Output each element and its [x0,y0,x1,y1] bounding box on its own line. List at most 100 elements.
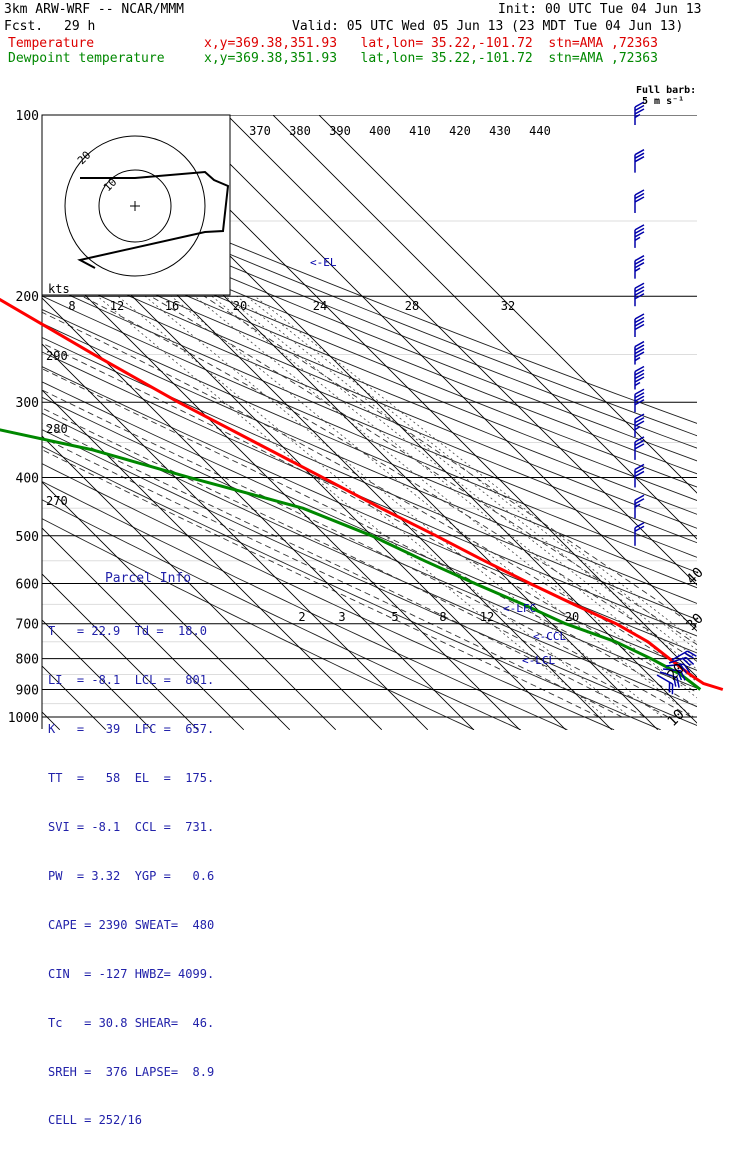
dry-adiabat-line [42,518,475,730]
wind-barb-flag [634,293,645,300]
theta-label: 380 [289,124,311,138]
mixing-ratio-line [170,295,694,718]
level-annotation-lfc: <-LFC [503,602,536,615]
pressure-tick-label: 400 [16,471,39,486]
temperature-profile-line [0,297,724,691]
dry-adiabat-line [42,322,697,604]
dewpoint-profile-line [0,428,702,691]
wind-barb-flag [634,420,645,427]
wind-barb [634,413,645,438]
hodograph-ring [64,135,206,277]
dewpoint-location-info: x,y=369.38,351.93 lat,lon= 35.22,-101.72… [204,51,658,66]
wind-barb-half-flag [634,381,641,387]
level-annotation-ccl: <-CCL [533,630,566,643]
wind-barb-flag [634,494,645,501]
pressure-tick-label: 800 [16,653,39,668]
wind-barb-flag [634,289,645,296]
forecast-hour: 29 h [64,19,96,34]
mixing-ratio-label-low: 2 [298,610,305,624]
wind-barb-flag [634,286,645,293]
wind-barb-flag [634,522,645,529]
wind-barb [634,365,645,390]
wind-barb-flag [634,196,645,203]
mixing-ratio-label-low: 12 [480,610,494,624]
wind-barb-flag [634,416,645,424]
wind-barb-flag [634,149,645,156]
isotherm-line [272,115,697,540]
isotherm-line [318,115,697,494]
wind-barb-flag [676,670,683,681]
isotherm-line [226,115,697,586]
theta-label-left: 280 [46,422,68,436]
hodograph-ring [98,169,172,243]
mixing-ratio-label: 20 [233,299,247,313]
wind-barb-flag [634,399,645,406]
mixing-ratio-label-low: 20 [565,610,579,624]
wind-barb [634,189,645,213]
wind-barb [668,656,695,667]
wind-barb-half-flag [634,503,641,508]
wind-barb-half-flag [634,356,641,362]
mixing-ratio-label-low: 3 [338,610,345,624]
wind-barb [671,650,697,661]
wind-barb-flag [634,192,645,200]
mixing-ratio-line [211,295,697,683]
wind-barb-half-flag [634,267,641,272]
wind-barb [634,255,645,279]
pressure-tick-label: 700 [16,618,39,633]
mixing-ratio-label-low: 5 [391,610,398,624]
pressure-tick-label: 500 [16,530,39,545]
wind-barb-half-flag [634,426,641,431]
wind-barb-flag [634,467,645,474]
dry-adiabat-line [42,309,697,589]
wind-barb [662,668,686,681]
moist-adiabat-line [203,295,697,629]
wind-barb-flag [634,376,645,383]
dry-adiabat-line [42,220,697,488]
barb-legend-value: 5 m s⁻¹ [642,96,684,107]
wind-barb-flag [634,108,645,115]
level-annotation-lcl: <-LCL [522,654,555,667]
wind-barb-flag [682,657,691,667]
wind-barb-flag [634,369,645,376]
wind-barb-flag [680,670,686,681]
wind-barb [656,674,674,695]
theta-label-left: 270 [46,494,68,508]
dry-adiabat-line [42,269,697,544]
mixing-ratio-label: 8 [68,299,75,313]
dry-adiabat-line [42,282,697,558]
wind-barb-flag [634,320,645,327]
parcel-row: SREH = 376 LAPSE= 8.9 [48,1064,215,1079]
dewpoint-legend-label: Dewpoint temperature [8,51,165,66]
init-time: Init: 00 UTC Tue 04 Jun 13 [498,2,702,17]
isotherm-line [42,619,153,730]
parcel-row: K = 39 LFC = 657. [48,722,215,737]
wind-barb-flag [634,104,645,112]
theta-label: 400 [369,124,391,138]
theta-label-left: 290 [46,349,68,363]
pressure-tick-label: 1000 [8,711,39,726]
wind-barb [665,663,691,674]
dry-adiabat-line [42,351,697,637]
wind-barb-flag [634,231,645,238]
dry-adiabat-line [42,174,697,437]
wind-barb [634,494,645,519]
theta-label: 370 [249,124,271,138]
wind-barb-flag [634,392,645,399]
wind-barb [634,340,645,365]
dry-adiabat-line [42,463,615,730]
wind-barb [634,149,645,173]
wind-barb-flag [634,258,645,265]
dry-adiabat-line [42,396,697,689]
wind-barb-flag [683,663,691,673]
wind-barb-flag [676,677,680,688]
dry-adiabat-line [42,185,697,449]
parcel-row: CAPE = 2390 SWEAT= 480 [48,917,215,932]
wind-barb-flag [634,262,645,269]
wind-barb-flag [634,351,645,358]
model-title: 3km ARW-WRF -- NCAR/MMM [4,2,185,17]
wind-barb [659,671,680,688]
dry-adiabat-line [42,412,697,708]
hodograph-units-label: kts [48,282,70,296]
isotherm-line [42,481,291,730]
